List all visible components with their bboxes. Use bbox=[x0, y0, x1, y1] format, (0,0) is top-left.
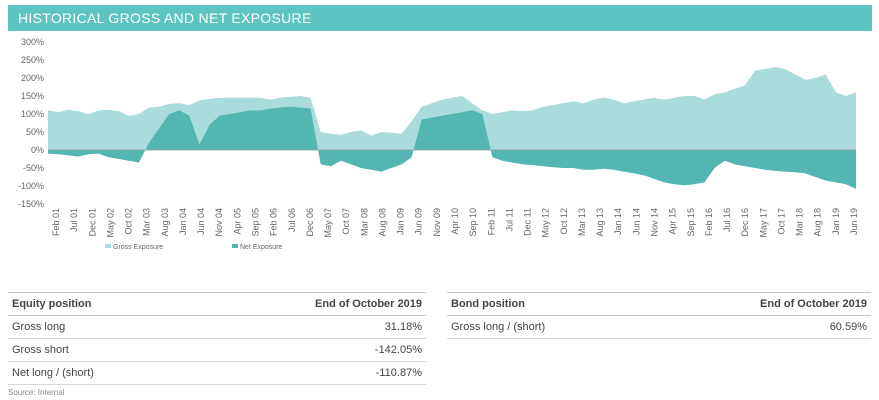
x-tick-label: Oct 02 bbox=[124, 208, 134, 235]
x-tick-label: Nov 14 bbox=[650, 208, 660, 237]
x-tick-label: Jun 04 bbox=[196, 208, 206, 235]
x-tick-label: Nov 09 bbox=[432, 208, 442, 237]
chart-title: HISTORICAL GROSS AND NET EXPOSURE bbox=[18, 10, 312, 26]
y-tick-label: 50% bbox=[26, 127, 44, 137]
y-tick-label: 0% bbox=[31, 145, 44, 155]
x-tick-label: Jan 04 bbox=[178, 208, 188, 235]
legend-label: Gross Exposure bbox=[113, 244, 163, 251]
y-tick-label: 200% bbox=[21, 73, 44, 83]
y-tick-label: 300% bbox=[21, 37, 44, 47]
table-row: Gross long / (short) 60.59% bbox=[447, 315, 871, 339]
y-tick-label: 250% bbox=[21, 55, 44, 65]
bond-position-table: Bond position End of October 2019 Gross … bbox=[447, 292, 871, 339]
legend-swatch bbox=[232, 244, 238, 248]
equity-header-label: Equity position bbox=[8, 292, 192, 316]
x-tick-label: Oct 17 bbox=[776, 208, 786, 235]
table-row: Gross long 31.18% bbox=[8, 315, 426, 339]
x-tick-label: Dec 01 bbox=[87, 208, 97, 237]
table-row: Gross short -142.05% bbox=[8, 338, 426, 362]
x-tick-label: May 17 bbox=[758, 208, 768, 238]
legend-label: Net Exposure bbox=[240, 244, 283, 251]
x-tick-label: Oct 12 bbox=[559, 208, 569, 235]
x-tick-label: Jun 14 bbox=[631, 208, 641, 235]
x-tick-label: Mar 13 bbox=[577, 208, 587, 236]
x-tick-label: Jul 01 bbox=[69, 208, 79, 232]
x-tick-label: Jun 09 bbox=[414, 208, 424, 235]
x-tick-label: Feb 11 bbox=[486, 208, 496, 235]
x-tick-label: Apr 15 bbox=[668, 208, 678, 235]
x-tick-label: Oct 07 bbox=[341, 208, 351, 235]
x-tick-label: Dec 11 bbox=[523, 208, 533, 236]
x-tick-label: Jul 16 bbox=[722, 208, 732, 232]
y-tick-label: -50% bbox=[23, 163, 44, 173]
chart-title-banner: HISTORICAL GROSS AND NET EXPOSURE bbox=[8, 5, 872, 31]
exposure-chart: 300% 250% 200% 150% 100% 50% 0% -50% -100% -150% F… bbox=[18, 37, 859, 251]
x-tick-label: Aug 13 bbox=[595, 208, 605, 237]
x-tick-label: Apr 05 bbox=[232, 208, 242, 235]
y-tick-label: -100% bbox=[18, 181, 44, 191]
x-tick-label: Aug 03 bbox=[160, 208, 170, 237]
x-tick-label: Apr 10 bbox=[450, 208, 460, 235]
equity-row-label: Gross short bbox=[8, 338, 192, 362]
bond-row-value: 60.59% bbox=[646, 315, 871, 339]
bond-header-label: Bond position bbox=[447, 292, 647, 316]
x-tick-label: Jan 19 bbox=[831, 208, 841, 235]
x-tick-label: Aug 08 bbox=[377, 208, 387, 237]
x-tick-label: May 02 bbox=[105, 208, 115, 238]
y-tick-label: -150% bbox=[18, 199, 44, 209]
equity-row-label: Gross long bbox=[8, 315, 192, 339]
x-tick-label: Jan 14 bbox=[613, 208, 623, 235]
equity-row-value: -110.87% bbox=[191, 361, 426, 385]
x-tick-label: Mar 03 bbox=[142, 208, 152, 236]
x-tick-label: May 07 bbox=[323, 208, 333, 238]
x-tick-label: Nov 04 bbox=[214, 208, 224, 237]
x-tick-label: Feb 06 bbox=[269, 208, 279, 236]
bond-header-date: End of October 2019 bbox=[646, 292, 871, 316]
legend-swatch bbox=[105, 244, 111, 248]
x-tick-label: Dec 06 bbox=[305, 208, 315, 237]
source-note: Source: Internal bbox=[8, 388, 65, 397]
y-tick-label: 150% bbox=[21, 91, 44, 101]
x-tick-label: May 12 bbox=[541, 208, 551, 238]
y-tick-label: 100% bbox=[21, 109, 44, 119]
equity-row-value: -142.05% bbox=[191, 338, 426, 362]
x-tick-label: Jul 06 bbox=[287, 208, 297, 232]
x-tick-label: Sep 15 bbox=[686, 208, 696, 237]
x-tick-label: Feb 16 bbox=[704, 208, 714, 236]
equity-row-value: 31.18% bbox=[191, 315, 426, 339]
bond-row-label: Gross long / (short) bbox=[447, 315, 647, 339]
x-tick-label: Mar 08 bbox=[359, 208, 369, 236]
table-row: Net long / (short) -110.87% bbox=[8, 361, 426, 385]
x-tick-label: Sep 05 bbox=[251, 208, 261, 237]
x-tick-label: Sep 10 bbox=[468, 208, 478, 237]
x-tick-label: Jun 19 bbox=[849, 208, 859, 235]
x-tick-label: Jul 11 bbox=[504, 208, 514, 231]
equity-header-date: End of October 2019 bbox=[191, 292, 426, 316]
net-exposure-area bbox=[48, 106, 856, 189]
x-tick-label: Dec 16 bbox=[740, 208, 750, 237]
x-tick-label: Jan 09 bbox=[396, 208, 406, 235]
x-tick-label: Mar 18 bbox=[795, 208, 805, 236]
x-tick-label: Feb 01 bbox=[51, 208, 61, 236]
equity-row-label: Net long / (short) bbox=[8, 361, 192, 385]
equity-position-table: Equity position End of October 2019 Gros… bbox=[8, 292, 426, 385]
x-tick-label: Aug 18 bbox=[813, 208, 823, 237]
